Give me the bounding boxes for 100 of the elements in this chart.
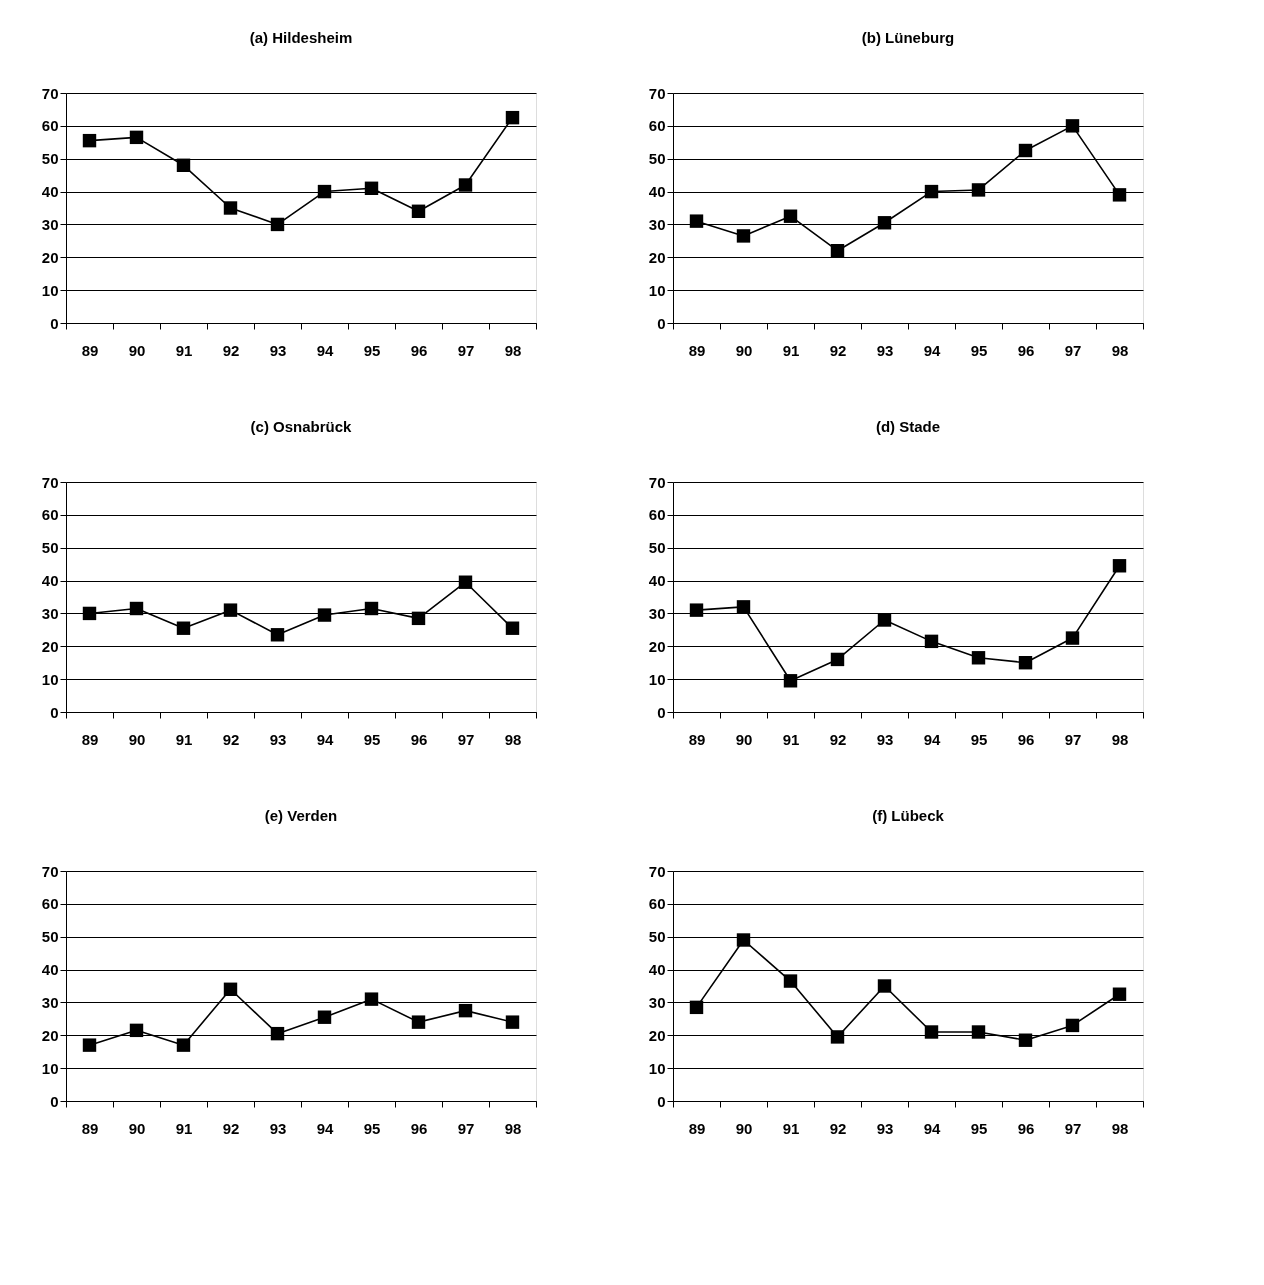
y-tick-label: 60 [41, 506, 59, 524]
point [689, 1000, 704, 1015]
y-tick-label: 0 [50, 703, 59, 721]
point [458, 575, 473, 589]
x-tick-label: 98 [1111, 1119, 1129, 1137]
point [689, 603, 704, 617]
x-tick-label: 89 [688, 730, 706, 748]
y-tick-label: 60 [648, 895, 666, 913]
point [82, 606, 97, 621]
point [505, 621, 520, 635]
point [82, 133, 97, 148]
point [830, 652, 845, 667]
y-tick-label: 30 [41, 215, 59, 233]
point [364, 601, 379, 616]
y-tick-label: 30 [648, 215, 666, 233]
x-tick-label: 95 [970, 730, 988, 748]
point [1065, 1018, 1080, 1033]
x-tick-label: 93 [876, 730, 894, 748]
y-tick-label: 50 [648, 539, 666, 557]
y-tick-label: 0 [657, 703, 666, 721]
point [505, 1015, 520, 1029]
x-tick-label: 89 [688, 1119, 706, 1137]
x-tick-label: 94 [316, 730, 334, 748]
x-tick-label: 92 [829, 1119, 847, 1137]
y-tick-label: 0 [657, 1092, 666, 1110]
x-tick-label: 96 [1017, 341, 1035, 359]
y-tick-label: 70 [41, 84, 59, 102]
point [270, 1026, 285, 1041]
point [317, 184, 332, 199]
x-tick-label: 89 [81, 730, 99, 748]
x-tick-label: 93 [269, 730, 287, 748]
y-tick-label: 70 [41, 862, 59, 880]
x-tick-label: 97 [1064, 1119, 1082, 1137]
x-tick-label: 98 [504, 1119, 522, 1137]
point [924, 1025, 939, 1039]
chart-title: (f) Lübeck [872, 807, 945, 824]
x-tick-label: 90 [128, 1119, 146, 1137]
x-tick-label: 96 [1017, 730, 1035, 748]
x-tick-label: 98 [1111, 341, 1129, 359]
x-tick-label: 98 [504, 341, 522, 359]
chart-title: (e) Verden [264, 807, 338, 824]
x-tick-label: 94 [923, 341, 941, 359]
chart-title: (c) Osnabrück [250, 418, 353, 435]
y-tick-label: 30 [648, 993, 666, 1011]
point [783, 674, 798, 688]
x-tick-label: 98 [504, 730, 522, 748]
point [1112, 188, 1127, 202]
point [1018, 143, 1033, 158]
point [411, 204, 426, 218]
x-tick-label: 91 [175, 1119, 193, 1137]
point [364, 992, 379, 1006]
point [364, 181, 379, 195]
y-tick-label: 70 [41, 473, 59, 491]
point [129, 130, 144, 145]
y-tick-label: 10 [648, 281, 666, 299]
y-tick-label: 0 [50, 1092, 59, 1110]
x-tick-label: 90 [128, 730, 146, 748]
y-tick-label: 10 [41, 1059, 59, 1077]
point [971, 651, 986, 665]
point [317, 608, 332, 622]
x-tick-label: 92 [222, 730, 240, 748]
x-tick-label: 91 [782, 1119, 800, 1137]
point [1112, 559, 1127, 573]
x-tick-label: 95 [970, 1119, 988, 1137]
x-tick-label: 89 [81, 1119, 99, 1137]
y-tick-label: 50 [648, 928, 666, 946]
x-tick-label: 96 [1017, 1119, 1035, 1137]
y-tick-label: 30 [41, 604, 59, 622]
y-tick-label: 40 [41, 183, 59, 201]
point [270, 217, 285, 232]
point [830, 244, 845, 258]
point [736, 933, 751, 947]
x-tick-label: 97 [1064, 341, 1082, 359]
point [223, 201, 238, 215]
x-tick-label: 94 [923, 730, 941, 748]
x-tick-label: 95 [363, 1119, 381, 1137]
point [129, 601, 144, 616]
point [1018, 656, 1033, 670]
point [317, 1010, 332, 1024]
chart-title: (d) Stade [875, 418, 941, 435]
point [1065, 119, 1080, 133]
point [877, 613, 892, 627]
point [971, 1025, 986, 1039]
x-tick-label: 95 [363, 730, 381, 748]
y-tick-label: 20 [648, 1026, 666, 1044]
y-tick-label: 30 [648, 604, 666, 622]
y-tick-label: 60 [41, 117, 59, 135]
point [924, 184, 939, 199]
y-tick-label: 60 [648, 506, 666, 524]
point [411, 611, 426, 626]
y-tick-label: 10 [648, 1059, 666, 1077]
x-tick-label: 96 [410, 1119, 428, 1137]
x-tick-label: 95 [970, 341, 988, 359]
x-tick-label: 92 [222, 341, 240, 359]
y-tick-label: 10 [41, 670, 59, 688]
point [223, 603, 238, 617]
x-tick-label: 93 [876, 341, 894, 359]
y-tick-label: 30 [41, 993, 59, 1011]
y-tick-label: 40 [41, 961, 59, 979]
point [223, 982, 238, 996]
